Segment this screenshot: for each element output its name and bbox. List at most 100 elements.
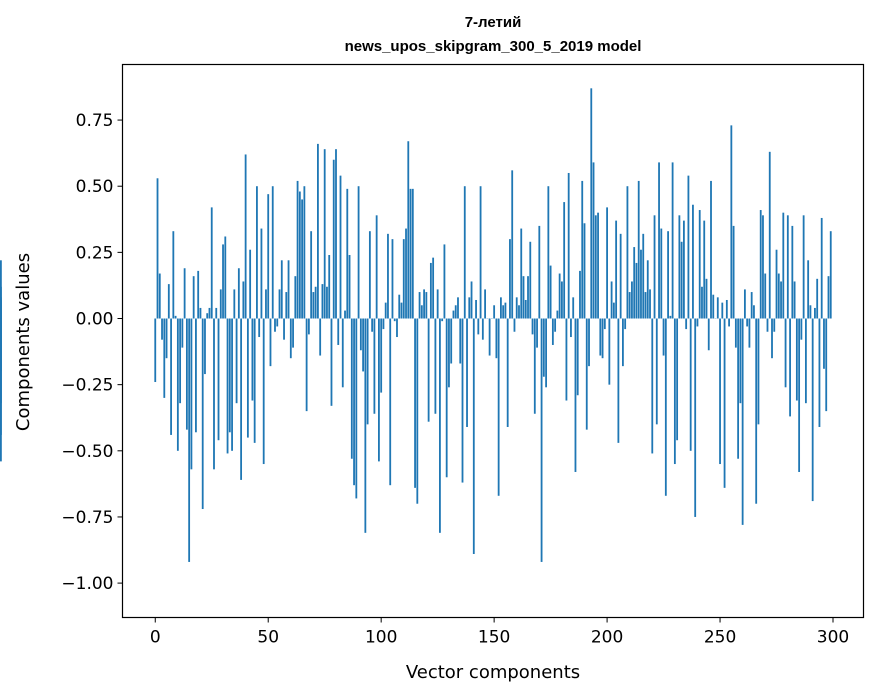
bar bbox=[258, 318, 261, 338]
chart-title: 7-летий bbox=[465, 14, 522, 31]
bar bbox=[242, 281, 245, 319]
bar bbox=[664, 318, 667, 496]
bar bbox=[567, 172, 570, 319]
bar bbox=[764, 273, 767, 319]
bar bbox=[502, 305, 505, 319]
bar bbox=[515, 297, 518, 319]
bar bbox=[389, 318, 392, 486]
bar bbox=[414, 318, 416, 488]
bar bbox=[827, 276, 830, 319]
bar bbox=[743, 289, 746, 319]
bar bbox=[337, 318, 340, 345]
bar bbox=[457, 297, 459, 319]
bar bbox=[350, 318, 353, 459]
bar bbox=[825, 318, 828, 412]
bar bbox=[649, 289, 651, 319]
bar bbox=[511, 170, 514, 319]
bar bbox=[344, 310, 346, 319]
x-axis-label: Vector components bbox=[406, 662, 580, 683]
bar bbox=[615, 220, 618, 319]
bar bbox=[529, 241, 532, 319]
bar bbox=[445, 318, 448, 478]
bar bbox=[459, 318, 462, 364]
bar bbox=[391, 239, 394, 319]
bar bbox=[662, 318, 665, 356]
bar bbox=[710, 180, 712, 319]
y-tick-label: −0.25 bbox=[61, 376, 113, 396]
bar bbox=[319, 318, 322, 356]
x-tick-label: 50 bbox=[257, 628, 279, 648]
bar bbox=[398, 294, 401, 319]
bar bbox=[172, 231, 175, 319]
y-tick-label: 0.00 bbox=[76, 310, 114, 330]
bar bbox=[628, 292, 631, 319]
bar bbox=[558, 273, 561, 319]
bar bbox=[640, 249, 642, 319]
bar bbox=[400, 302, 403, 319]
bar bbox=[680, 241, 683, 319]
bar bbox=[782, 212, 785, 319]
bar bbox=[280, 260, 283, 319]
bar bbox=[439, 318, 441, 533]
bar bbox=[199, 307, 202, 319]
bar bbox=[411, 188, 414, 319]
bar bbox=[206, 313, 209, 319]
bar bbox=[405, 228, 407, 319]
bar bbox=[678, 215, 681, 319]
bar bbox=[466, 318, 468, 427]
bar bbox=[418, 292, 421, 319]
bar bbox=[307, 318, 310, 335]
bar bbox=[497, 318, 500, 496]
bar bbox=[635, 262, 638, 319]
bar bbox=[599, 318, 602, 356]
bar bbox=[179, 318, 182, 404]
bar bbox=[549, 265, 552, 319]
bar bbox=[701, 286, 703, 319]
bar bbox=[357, 186, 360, 319]
bar bbox=[364, 318, 367, 533]
y-tick-label: 0.75 bbox=[76, 111, 114, 131]
bar bbox=[520, 228, 523, 319]
bar bbox=[461, 318, 464, 483]
bar bbox=[305, 318, 308, 412]
bar bbox=[326, 286, 328, 319]
bar bbox=[450, 318, 453, 364]
bar bbox=[798, 318, 801, 472]
x-axis-ticks: 0 50 100 150 200 250 300 bbox=[150, 617, 849, 648]
bar bbox=[624, 318, 627, 330]
bar bbox=[303, 186, 306, 319]
bar bbox=[500, 297, 502, 319]
bar bbox=[278, 289, 281, 319]
bar bbox=[436, 289, 439, 319]
bar bbox=[197, 270, 200, 319]
bar bbox=[626, 186, 629, 319]
bar bbox=[588, 318, 590, 367]
y-tick-label: 0.50 bbox=[76, 177, 114, 197]
bar bbox=[732, 225, 735, 319]
bar bbox=[565, 318, 568, 401]
bar bbox=[716, 297, 719, 319]
bar bbox=[427, 318, 430, 422]
bar bbox=[463, 186, 466, 319]
y-tick-label: −0.75 bbox=[61, 508, 113, 528]
bar bbox=[687, 175, 690, 319]
bar bbox=[518, 305, 520, 319]
bar bbox=[353, 318, 355, 486]
bar bbox=[301, 199, 304, 319]
bar bbox=[762, 215, 764, 319]
bar bbox=[689, 318, 692, 451]
bar bbox=[484, 289, 486, 319]
y-tick-label: 0.25 bbox=[76, 243, 114, 263]
bar bbox=[409, 188, 412, 319]
bar bbox=[321, 284, 324, 319]
bar bbox=[246, 318, 249, 438]
bar bbox=[703, 220, 706, 319]
bar bbox=[682, 220, 685, 319]
bar bbox=[773, 318, 776, 332]
bar bbox=[380, 318, 383, 393]
bar bbox=[667, 231, 669, 319]
bar bbox=[606, 207, 608, 319]
bar bbox=[542, 318, 545, 377]
bar bbox=[757, 318, 760, 425]
